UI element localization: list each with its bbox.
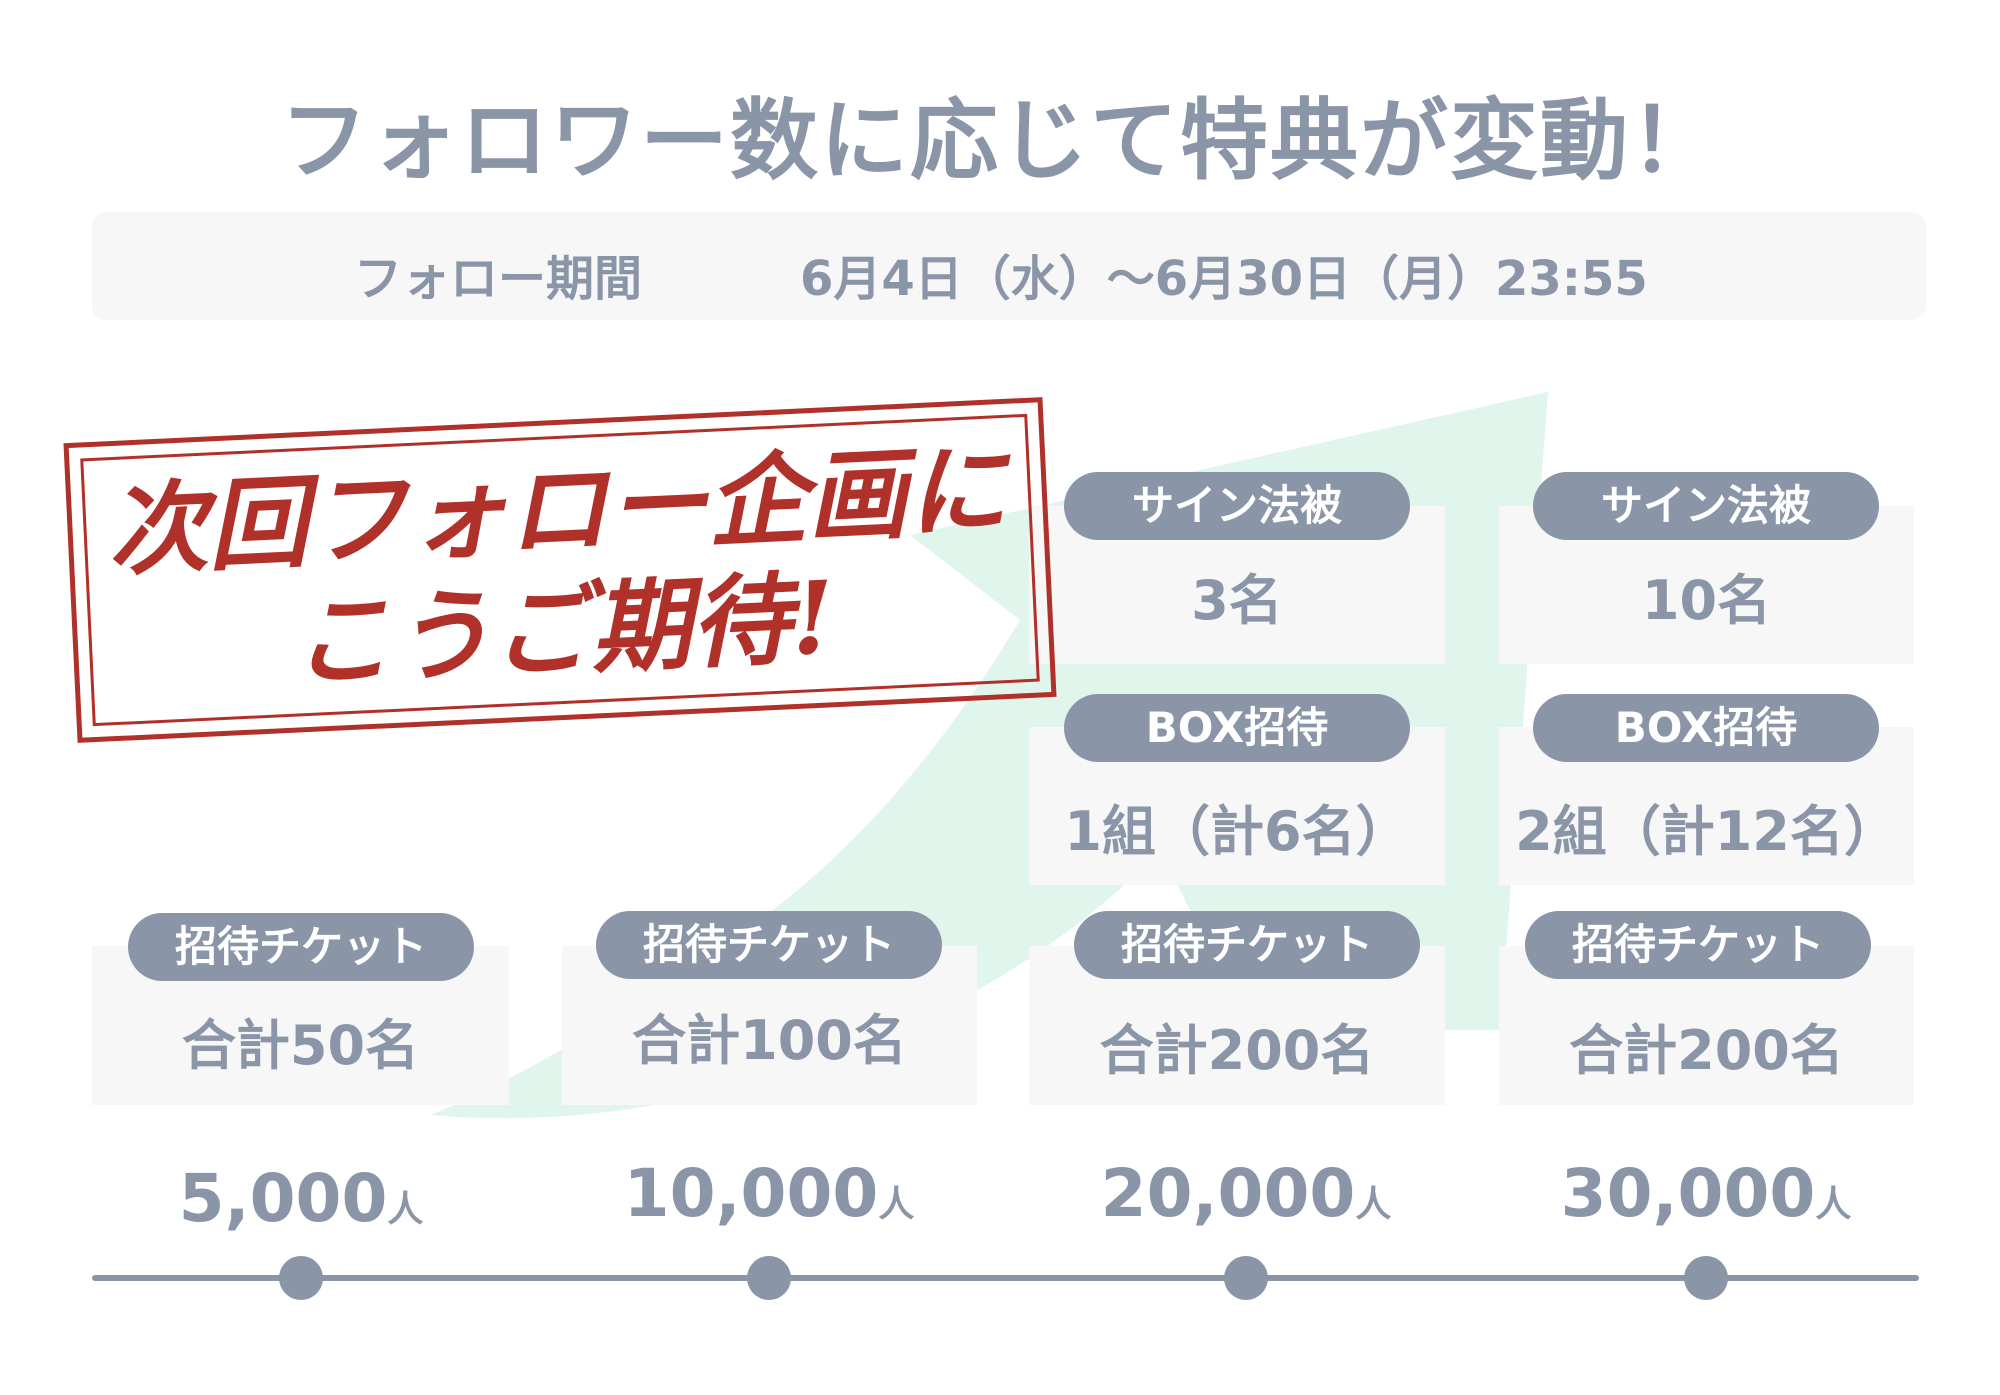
tier-count-30000: 30,000人 (1476, 1155, 1936, 1232)
ticket-value: 合計100名 (632, 1009, 907, 1072)
timeline-dot (747, 1256, 791, 1300)
ticket-value: 合計50名 (181, 1014, 420, 1077)
timeline-dot (1684, 1256, 1728, 1300)
sign-value: 3名 (1191, 569, 1283, 632)
timeline-dot (1224, 1256, 1268, 1300)
count-value: 10,000 (623, 1155, 879, 1232)
ticket-pill-30000: 招待チケット (1525, 911, 1871, 979)
box-pill-30000: BOX招待 (1533, 694, 1879, 762)
stamp-text: 次回フォロー企画にこうご期待! (104, 429, 1010, 702)
count-value: 5,000 (178, 1160, 388, 1237)
count-value: 20,000 (1100, 1155, 1356, 1232)
sign-pill-30000: サイン法被 (1533, 472, 1879, 540)
ticket-pill-20000: 招待チケット (1074, 911, 1420, 979)
period-value: 6月4日（水）〜6月30日（月）23:55 (800, 251, 1648, 307)
ticket-pill-5000: 招待チケット (128, 913, 474, 981)
count-unit: 人 (1815, 1184, 1852, 1225)
page-title: フォロワー数に応じて特典が変動！ (279, 89, 1720, 192)
box-value: 1組（計6名） (1064, 800, 1410, 863)
ticket-pill-10000: 招待チケット (596, 911, 942, 979)
box-pill-20000: BOX招待 (1064, 694, 1410, 762)
timeline-dot (279, 1256, 323, 1300)
box-value: 2組（計12名） (1515, 800, 1898, 863)
period-label: フォロー期間 (354, 251, 643, 307)
count-unit: 人 (1355, 1184, 1392, 1225)
count-unit: 人 (878, 1184, 915, 1225)
ticket-value: 合計200名 (1569, 1019, 1844, 1082)
ticket-value: 合計200名 (1099, 1019, 1375, 1082)
follow-period-panel: フォロー期間 6月4日（水）〜6月30日（月）23:55 (92, 212, 1926, 320)
tier-count-20000: 20,000人 (1016, 1155, 1476, 1232)
sign-pill-20000: サイン法被 (1064, 472, 1410, 540)
timeline-line (92, 1275, 1919, 1281)
count-unit: 人 (387, 1189, 424, 1230)
coming-soon-stamp: 次回フォロー企画にこうご期待! (63, 397, 1057, 743)
tier-count-10000: 10,000人 (539, 1155, 999, 1232)
tier-count-5000: 5,000人 (71, 1160, 531, 1237)
count-value: 30,000 (1560, 1155, 1816, 1232)
sign-value: 10名 (1641, 569, 1772, 632)
